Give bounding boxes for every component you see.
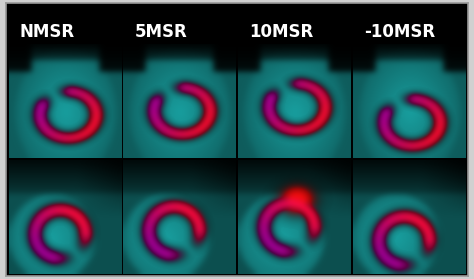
Text: 5MSR: 5MSR bbox=[135, 23, 187, 41]
Text: 10MSR: 10MSR bbox=[250, 23, 314, 41]
Text: NMSR: NMSR bbox=[20, 23, 75, 41]
Text: -10MSR: -10MSR bbox=[365, 23, 436, 41]
